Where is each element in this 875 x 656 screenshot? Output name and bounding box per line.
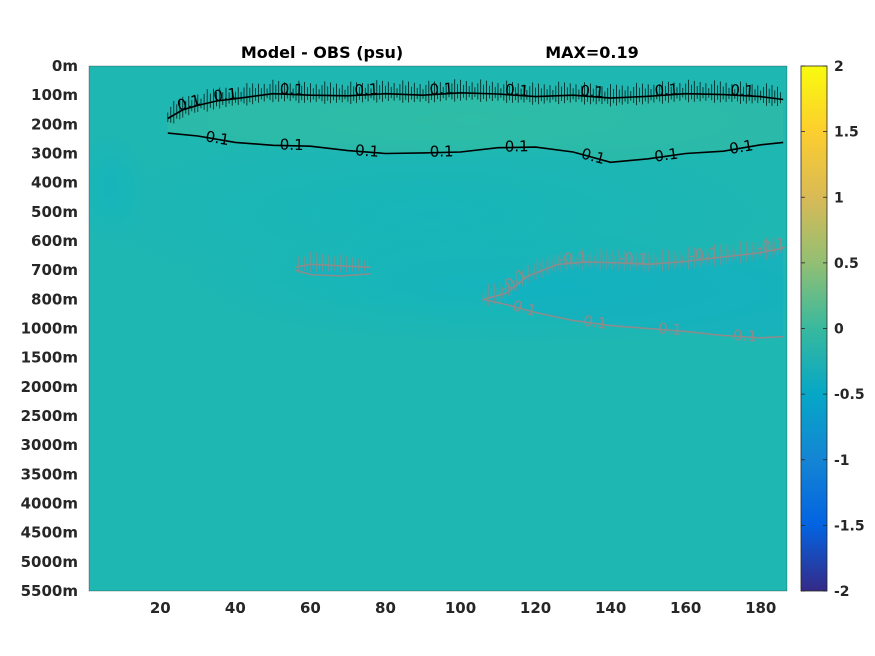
contour-label: 0.1 [580,82,605,102]
contour-label: -0.1 [688,244,719,265]
contour-label: -0.1 [727,326,757,346]
contour-label: -0.1 [618,249,648,268]
y-tick-label: 1000m [21,320,78,338]
colorbar-tick-label: -1.5 [834,518,865,534]
y-tick-label: 100m [31,86,78,104]
contour-line [482,298,784,339]
contour-label: 0.1 [280,136,304,155]
y-tick-label: 4000m [21,495,78,513]
contour-label: 0.1 [654,80,679,100]
contour-line [295,269,371,277]
x-tick-label: 160 [670,599,701,617]
contour-label: 0.1 [175,91,203,115]
colorbar-scale [800,65,828,592]
chart-title: Model - OBS (psu) [241,43,403,62]
contour-label: -0.1 [755,234,787,257]
y-tick-label: 200m [31,115,78,133]
contour-line [167,132,784,164]
contour-layer [167,79,784,339]
colorbar-ticks: 2 1.5 1 0.5 0 -0.5 -1 -1.5 -2 [801,59,865,600]
contour-label: -0.1 [557,248,588,268]
contour-label: 0.1 [212,84,238,105]
contour-label: 0.1 [429,79,454,98]
x-tick-label: 180 [745,599,776,617]
y-tick-label: 3000m [21,436,78,454]
colorbar-tick-label: -1 [834,453,850,469]
contour-region [295,264,371,276]
y-tick-label: 3500m [21,465,78,483]
colorbar-tick-label: 1 [834,190,844,206]
contour-label: 0.1 [730,81,755,100]
y-tick-label: 800m [31,290,78,308]
contour-label: 0.1 [579,144,607,168]
y-tick-label: 2000m [21,378,78,396]
x-tick-label: 140 [595,599,626,617]
x-tick-label: 80 [375,599,396,617]
y-tick-label: 5500m [21,582,78,600]
contour-label: 0.1 [354,80,379,99]
contour-label: 0.1 [204,127,231,149]
y-tick-label: 2500m [21,407,78,425]
x-tick-label: 20 [150,599,171,617]
colorbar-tick-label: 2 [834,59,844,75]
contour-label: 0.1 [430,142,454,161]
contour-label: 0.1 [505,137,529,155]
contour-label: 0.1 [728,136,755,158]
y-tick-label: 4500m [21,524,78,542]
field-blob [89,125,150,245]
x-axis-ticks: 20 40 60 80 100 120 140 160 180 [150,599,777,617]
y-tick-label: 400m [31,174,78,192]
colorbar-tick-label: -2 [834,584,850,600]
colorbar: 2 1.5 1 0.5 0 -0.5 -1 -1.5 -2 [800,59,865,600]
contour-label: -0.1 [577,311,608,333]
x-tick-label: 100 [445,599,476,617]
colorbar-tick-label: 1.5 [834,125,859,141]
y-tick-label: 700m [31,261,78,279]
contour-label: 0.1 [354,141,379,161]
plot-frame [88,65,788,592]
contour-label: 0.1 [653,145,679,166]
contour-region [167,92,784,163]
y-tick-label: 300m [31,145,78,163]
colorbar-tick-label: 0 [834,322,844,338]
contour-label: 0.1 [280,80,305,99]
y-tick-label: 600m [31,232,78,250]
y-tick-label: 1500m [21,349,78,367]
contour-label: 0.1 [505,81,530,101]
x-tick-label: 40 [225,599,246,617]
y-tick-label: 5000m [21,553,78,571]
contour-label: -0.1 [652,319,683,339]
contour-region [483,248,784,338]
y-tick-label: 500m [31,203,78,221]
y-tick-label: 0m [52,57,78,75]
chart-max-label: MAX=0.19 [545,43,639,62]
colorbar-tick-label: 0.5 [834,256,859,272]
y-axis-ticks: 0m 100m 200m 300m 400m 500m 600m 700m 800m 1000m 1… [21,57,78,600]
x-tick-label: 120 [520,599,551,617]
x-tick-label: 60 [300,599,321,617]
colorbar-tick-label: -0.5 [834,387,865,403]
